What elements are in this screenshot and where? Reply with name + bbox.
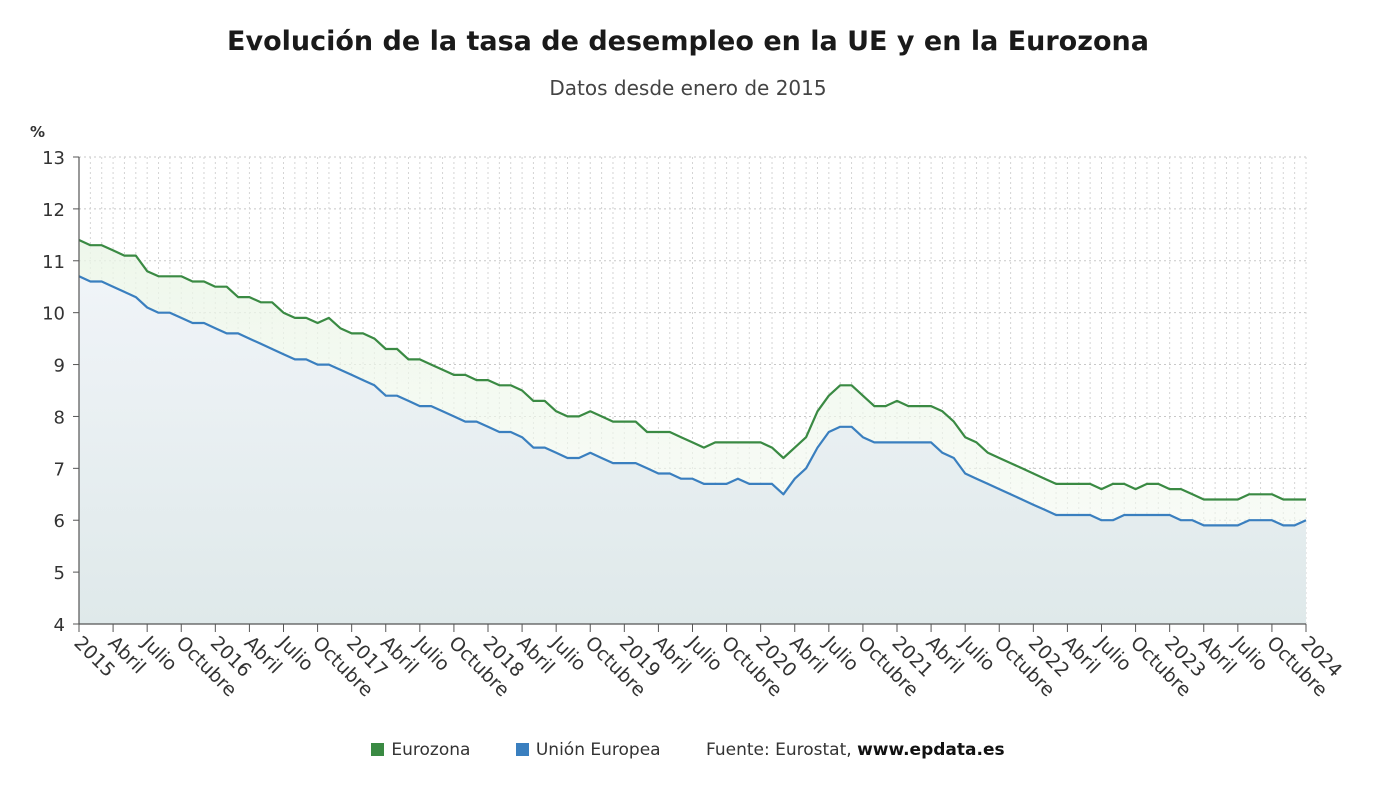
x-tick-label: Julio bbox=[1091, 631, 1135, 675]
legend-swatch-union-europea bbox=[515, 743, 529, 756]
series-line-union-europea bbox=[78, 275, 1307, 527]
x-tick-label: Julio bbox=[546, 631, 590, 675]
y-tick-label: 4 bbox=[54, 615, 65, 636]
x-tick-label: Julio bbox=[682, 631, 726, 675]
source-note: Fuente: Eurostat, www.epdata.es bbox=[706, 740, 1005, 760]
series-line-eurozona bbox=[78, 238, 1306, 501]
x-tick-label: Julio bbox=[273, 631, 317, 675]
series-lines bbox=[78, 238, 1307, 527]
y-tick-label: 9 bbox=[54, 356, 65, 377]
area-union-europea bbox=[79, 276, 1306, 624]
legend-item-union-europea: Unión Europea bbox=[515, 740, 661, 760]
source-prefix: Fuente: Eurostat, bbox=[706, 740, 858, 760]
y-axis-label: % bbox=[30, 123, 45, 141]
chart-subtitle: Datos desde enero de 2015 bbox=[549, 76, 827, 100]
x-tick-label: Julio bbox=[410, 631, 454, 675]
y-tick-label: 12 bbox=[42, 200, 65, 221]
y-tick-label: 7 bbox=[54, 459, 65, 480]
chart-title: Evolución de la tasa de desempleo en la … bbox=[227, 26, 1149, 57]
y-tick-label: 8 bbox=[54, 407, 65, 428]
line-chart: 456789101112132015AbrilJulioOctubre2016A… bbox=[30, 123, 1346, 701]
legend-swatch-eurozona bbox=[371, 743, 385, 756]
legend: Eurozona Unión Europea Fuente: Eurostat,… bbox=[0, 740, 1376, 760]
y-tick-label: 13 bbox=[42, 148, 65, 169]
y-tick-label: 10 bbox=[42, 304, 65, 325]
x-tick-label: Julio bbox=[955, 631, 999, 675]
area-eurozona bbox=[79, 240, 1306, 526]
y-tick-label: 5 bbox=[54, 563, 65, 584]
x-tick-label: Julio bbox=[819, 631, 863, 675]
area-fills bbox=[79, 240, 1306, 624]
x-tick-label: Julio bbox=[1228, 631, 1272, 675]
legend-label-eurozona: Eurozona bbox=[391, 740, 471, 760]
y-tick-label: 11 bbox=[42, 252, 65, 273]
y-tick-label: 6 bbox=[54, 511, 65, 532]
legend-label-union-europea: Unión Europea bbox=[535, 740, 661, 760]
x-tick-label: Julio bbox=[137, 631, 181, 675]
legend-item-eurozona: Eurozona bbox=[371, 740, 470, 760]
source-site: www.epdata.es bbox=[857, 740, 1005, 760]
